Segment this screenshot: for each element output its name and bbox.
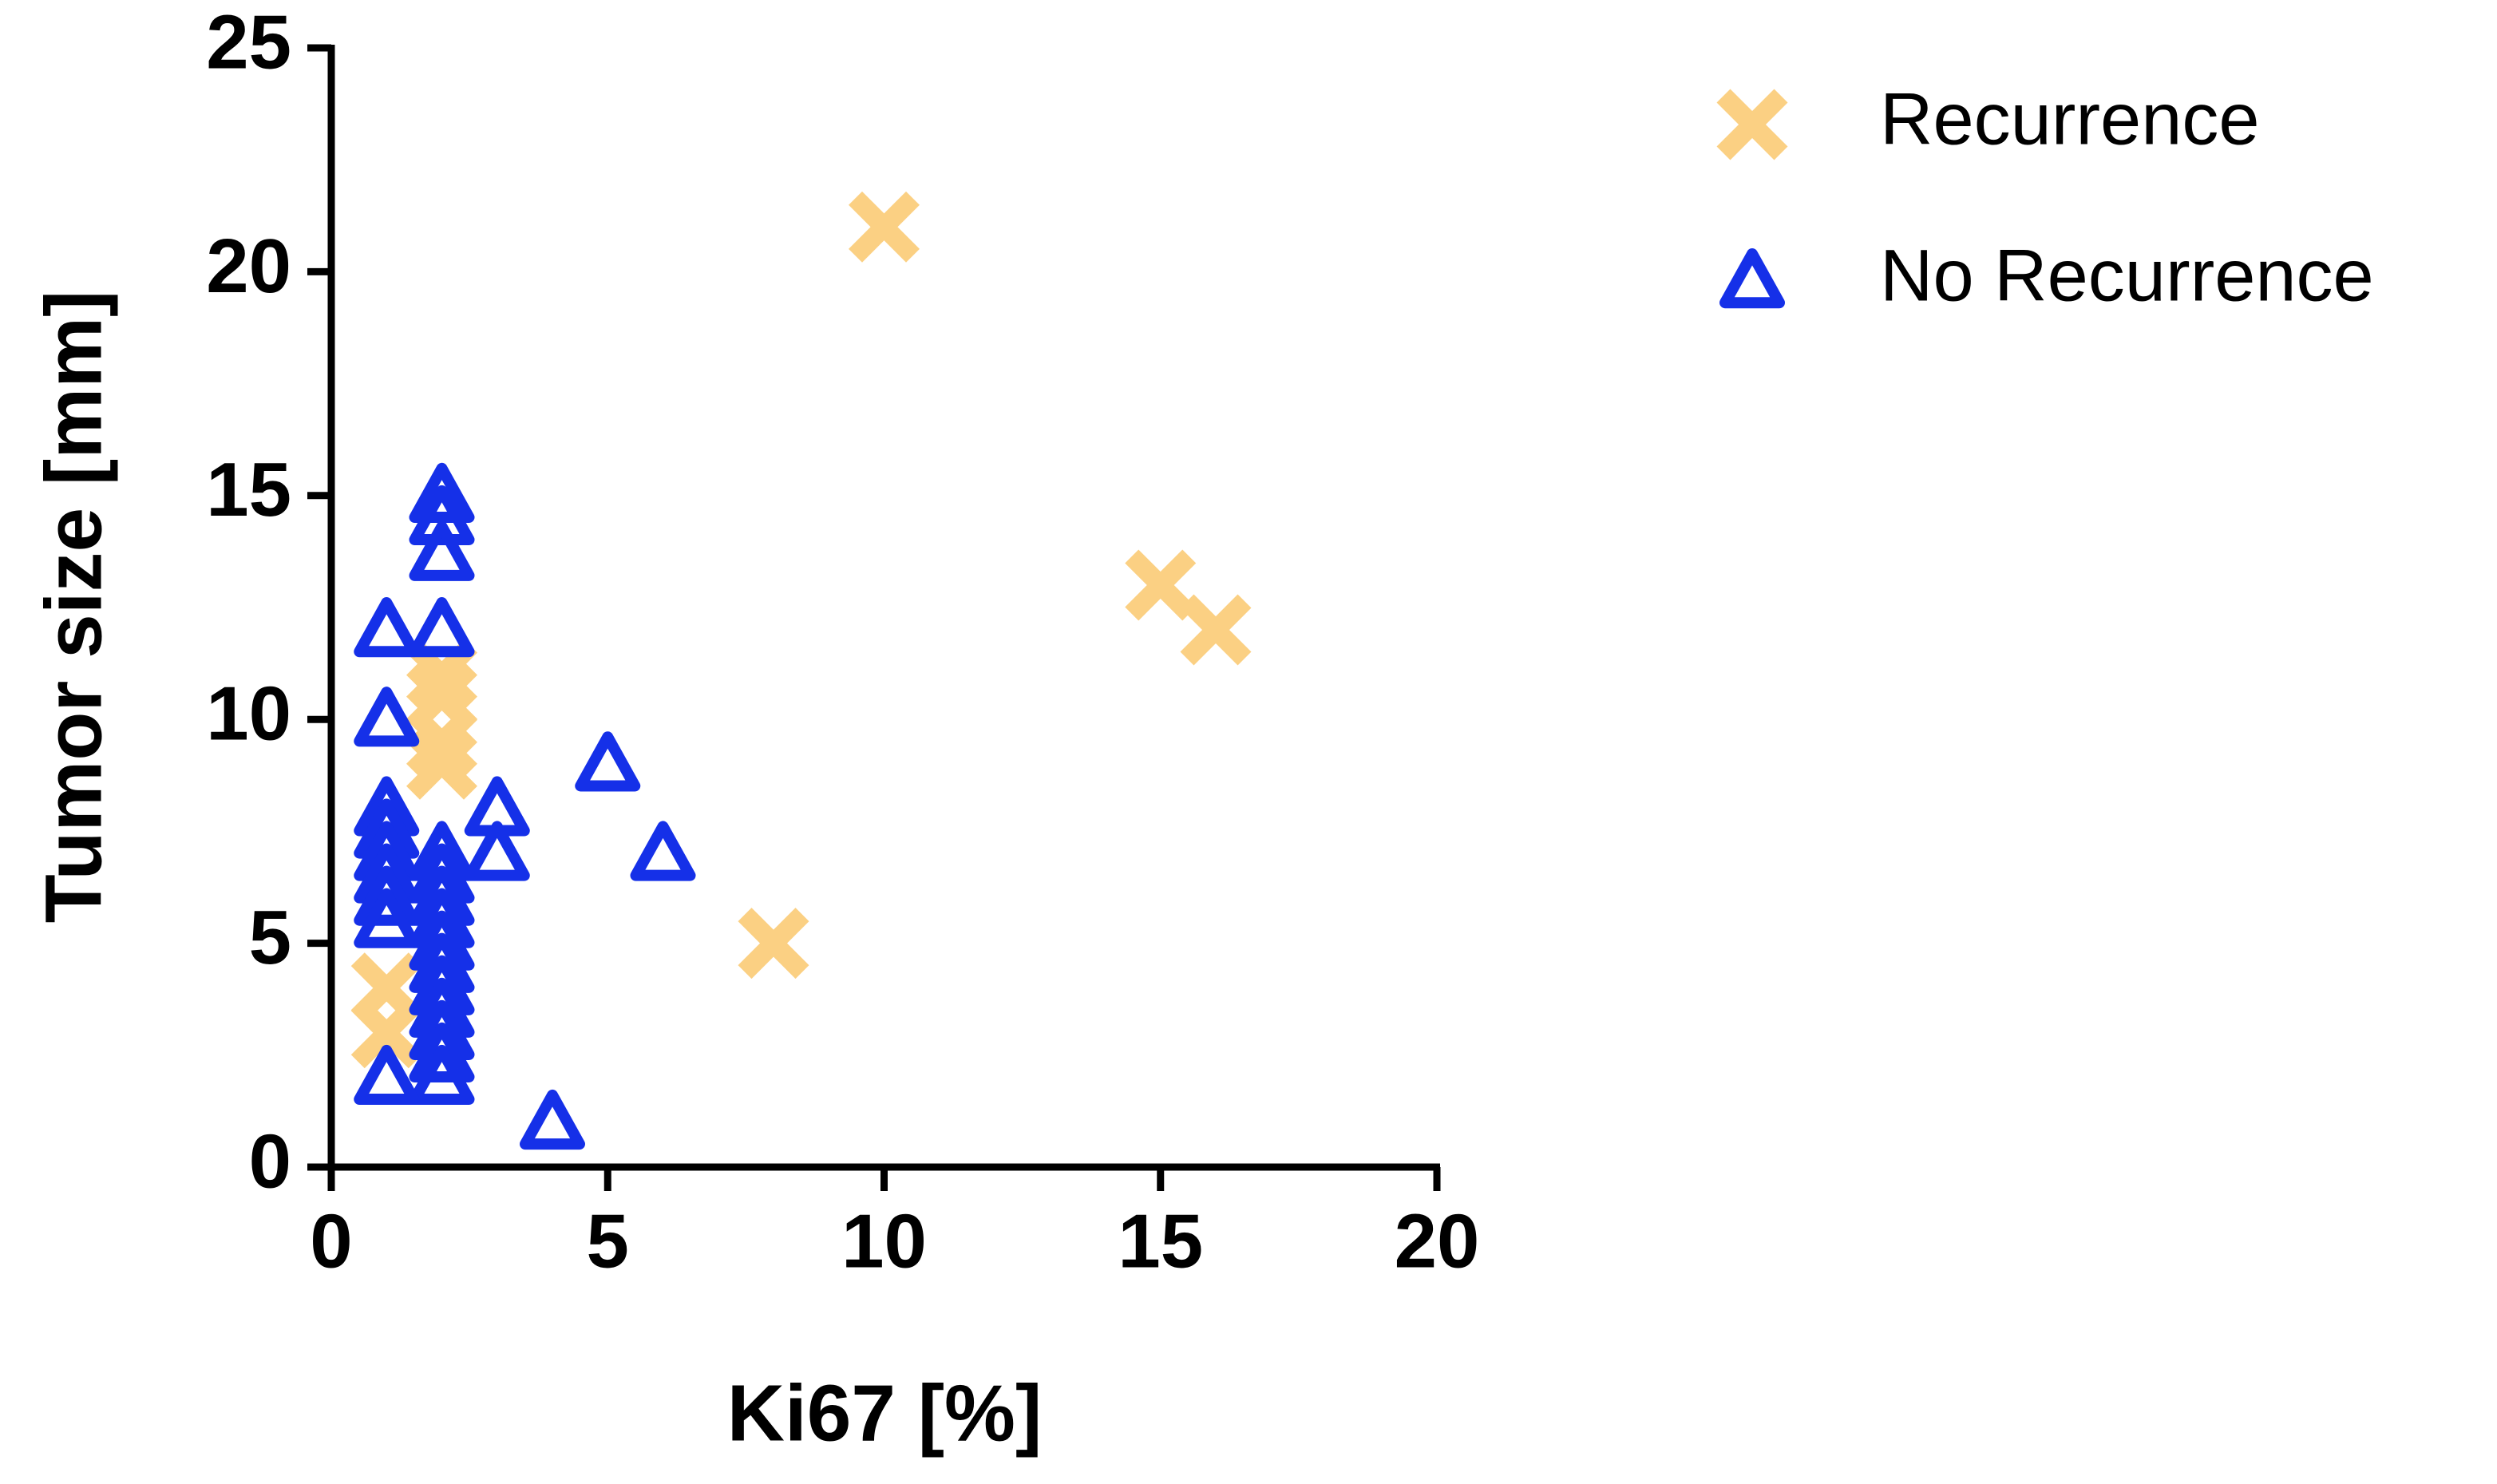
x-tick-label: 10: [841, 1198, 927, 1284]
x-axis-title: Ki67 [%]: [727, 1368, 1043, 1458]
x-marker: [738, 908, 809, 979]
x-tick-label: 15: [1118, 1198, 1203, 1284]
y-tick-label: 20: [206, 224, 291, 309]
legend-marker: [1719, 248, 1785, 309]
x-marker: [1125, 549, 1197, 621]
x-tick-label: 0: [310, 1198, 352, 1284]
triangle-marker: [520, 1089, 585, 1150]
triangle-marker: [354, 687, 420, 747]
triangle-marker: [409, 520, 475, 581]
legend-label: No Recurrence: [1880, 235, 2374, 316]
y-tick-label: 0: [249, 1118, 291, 1204]
legend-marker: [1716, 89, 1788, 160]
triangle-marker: [409, 462, 475, 523]
triangle-marker: [354, 865, 420, 926]
triangle-marker: [409, 597, 475, 658]
x-marker: [406, 728, 477, 800]
legend-label: Recurrence: [1880, 78, 2260, 160]
triangle-marker: [409, 1044, 475, 1106]
triangle-marker: [354, 597, 420, 658]
triangle-marker: [409, 1022, 475, 1082]
y-axis-title: Tumor size [mm]: [29, 291, 118, 924]
triangle-marker: [409, 485, 475, 546]
triangle-marker: [575, 731, 641, 792]
y-tick-label: 10: [206, 671, 291, 757]
x-marker: [849, 191, 920, 263]
triangle-marker: [354, 888, 420, 948]
triangle-marker: [630, 821, 696, 881]
x-marker: [406, 706, 477, 778]
y-tick-label: 15: [206, 447, 291, 532]
x-tick-label: 20: [1395, 1198, 1480, 1284]
x-tick-label: 5: [587, 1198, 629, 1284]
y-tick-label: 5: [249, 895, 291, 980]
x-marker: [1180, 594, 1252, 666]
triangle-marker: [464, 821, 530, 881]
y-tick-label: 25: [206, 0, 291, 85]
x-marker: [350, 997, 422, 1069]
triangle-marker: [354, 1044, 420, 1106]
